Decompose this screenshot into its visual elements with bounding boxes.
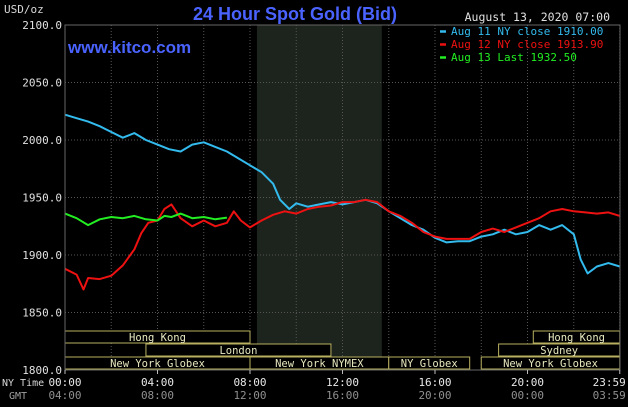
x-tick-label-gmt: 03:59	[593, 389, 626, 402]
y-tick-label: 2100.0	[22, 19, 62, 32]
x-tick-label-ny: 08:00	[233, 376, 266, 389]
market-session-box	[388, 356, 471, 370]
market-session-box	[145, 343, 332, 357]
legend-item: Aug 12 NY close 1913.90	[440, 38, 603, 51]
price-series	[64, 113, 621, 291]
x-tick-label-gmt: 16:00	[326, 389, 359, 402]
series-line-aug-12	[64, 198, 621, 291]
x-tick-label-ny: 23:59	[593, 376, 626, 389]
legend-label: Aug 11 NY close 1910.00	[451, 25, 603, 38]
market-session: Hong Kong	[532, 330, 621, 344]
x-tick-label-ny: 04:00	[141, 376, 174, 389]
market-session-label: London	[219, 345, 257, 357]
nymex-session-band	[256, 25, 382, 370]
market-session: New York Globex	[480, 356, 621, 370]
website-label: www.kitco.com	[67, 38, 191, 57]
market-session: NY Globex	[388, 356, 471, 370]
market-session: New York NYMEX	[249, 356, 390, 370]
y-tick-label: 1950.0	[22, 192, 62, 205]
x-tick-label-ny: 16:00	[418, 376, 451, 389]
market-session: Hong Kong	[64, 330, 251, 344]
legend-label: Aug 12 NY close 1913.90	[451, 38, 603, 51]
x-tick-label-gmt: 00:00	[511, 389, 544, 402]
market-session-label: Sydney	[540, 345, 578, 357]
legend-label: Aug 13 Last 1932.50	[451, 51, 577, 64]
market-session-label: NY Globex	[401, 358, 458, 370]
x-tick-label-ny: 00:00	[48, 376, 81, 389]
chart-date: August 13, 2020 07:00	[465, 10, 610, 24]
market-session-label: Hong Kong	[129, 332, 186, 344]
market-session: London	[145, 343, 332, 357]
x-row-label-gmt: GMT	[9, 391, 27, 402]
series-line-aug-13	[64, 212, 228, 227]
y-axis-label: USD/oz	[4, 3, 44, 16]
x-tick-label-gmt: 20:00	[418, 389, 451, 402]
market-session-label: New York NYMEX	[275, 358, 364, 370]
y-tick-label: 1800.0	[22, 364, 62, 377]
legend-item: Aug 13 Last 1932.50	[440, 51, 577, 64]
market-session-label: Hong Kong	[548, 332, 605, 344]
series-line-aug-11	[64, 113, 621, 275]
x-axis-ticks: 00:0004:0004:0008:0008:0012:0012:0016:00…	[48, 370, 626, 402]
x-tick-label-gmt: 12:00	[233, 389, 266, 402]
x-tick-label-gmt: 04:00	[48, 389, 81, 402]
market-session-label: New York Globex	[110, 358, 205, 370]
y-tick-label: 1850.0	[22, 307, 62, 320]
y-axis-ticks: 1800.0 1850.0 1900.0 1950.0 2000.0 2050.0 2100…	[22, 19, 62, 377]
market-session: New York Globex	[64, 356, 251, 370]
market-session-label: New York Globex	[503, 358, 598, 370]
y-tick-label: 2050.0	[22, 77, 62, 90]
y-tick-label: 2000.0	[22, 134, 62, 147]
market-session: Sydney	[498, 343, 621, 357]
x-tick-label-ny: 12:00	[326, 376, 359, 389]
chart-title: 24 Hour Spot Gold (Bid)	[193, 4, 397, 24]
x-tick-label-gmt: 08:00	[141, 389, 174, 402]
y-tick-label: 1900.0	[22, 249, 62, 262]
x-tick-label-ny: 20:00	[511, 376, 544, 389]
x-row-label-ny: NY Time	[2, 378, 44, 389]
legend-item: Aug 11 NY close 1910.00	[440, 25, 603, 38]
